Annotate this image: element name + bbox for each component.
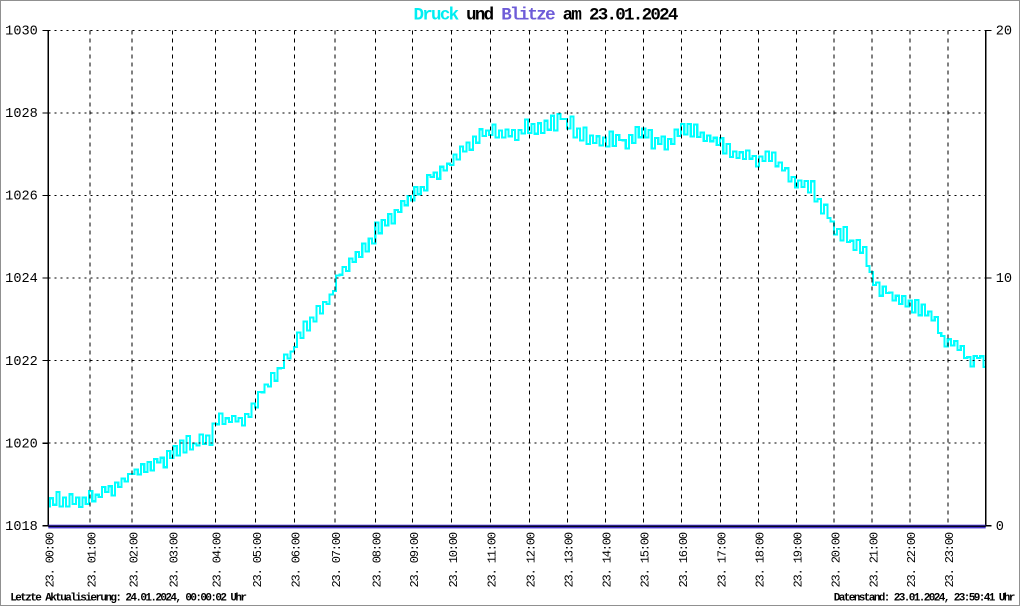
svg-text:20: 20 [996,25,1012,40]
svg-text:1022: 1022 [5,355,38,370]
svg-text:Druck und Blitze am 23.01.2024: Druck und Blitze am 23.01.2024 [414,6,678,26]
svg-text:1018: 1018 [5,520,38,535]
svg-text:23. 05:00: 23. 05:00 [251,532,265,587]
svg-text:23. 09:00: 23. 09:00 [408,532,422,587]
svg-text:23. 22:00: 23. 22:00 [905,532,919,587]
svg-text:23. 14:00: 23. 14:00 [601,532,615,587]
svg-text:23. 15:00: 23. 15:00 [639,532,653,587]
svg-text:23. 10:00: 23. 10:00 [447,532,461,587]
svg-text:23. 12:00: 23. 12:00 [525,532,539,587]
svg-text:23. 13:00: 23. 13:00 [563,532,577,587]
svg-text:23. 00:00: 23. 00:00 [44,532,58,587]
svg-text:23. 11:00: 23. 11:00 [486,532,500,587]
svg-text:23. 21:00: 23. 21:00 [867,532,881,587]
svg-text:23. 07:00: 23. 07:00 [330,532,344,587]
svg-text:23. 08:00: 23. 08:00 [371,532,385,587]
svg-text:23. 03:00: 23. 03:00 [168,532,182,587]
svg-text:10: 10 [996,272,1012,287]
svg-text:1030: 1030 [5,25,38,40]
svg-text:23. 16:00: 23. 16:00 [677,532,691,587]
svg-text:23. 18:00: 23. 18:00 [754,532,768,587]
svg-text:23. 23:00: 23. 23:00 [943,532,957,587]
svg-text:23. 01:00: 23. 01:00 [85,532,99,587]
svg-text:1028: 1028 [5,107,38,122]
svg-text:23. 17:00: 23. 17:00 [716,532,730,587]
svg-text:23. 04:00: 23. 04:00 [211,532,225,587]
svg-text:23. 06:00: 23. 06:00 [290,532,304,587]
svg-text:23. 20:00: 23. 20:00 [829,532,843,587]
svg-text:1024: 1024 [5,272,38,287]
svg-text:23. 02:00: 23. 02:00 [127,532,141,587]
svg-text:1026: 1026 [5,190,38,205]
svg-text:23. 19:00: 23. 19:00 [792,532,806,587]
svg-text:1020: 1020 [5,437,38,452]
svg-text:Datenstand: 23.01.2024, 23:59:: Datenstand: 23.01.2024, 23:59:41 Uhr [834,593,1015,605]
svg-text:0: 0 [996,520,1004,535]
svg-text:Letzte Aktualisierung: 24.01.2: Letzte Aktualisierung: 24.01.2024, 00:00… [10,593,246,605]
